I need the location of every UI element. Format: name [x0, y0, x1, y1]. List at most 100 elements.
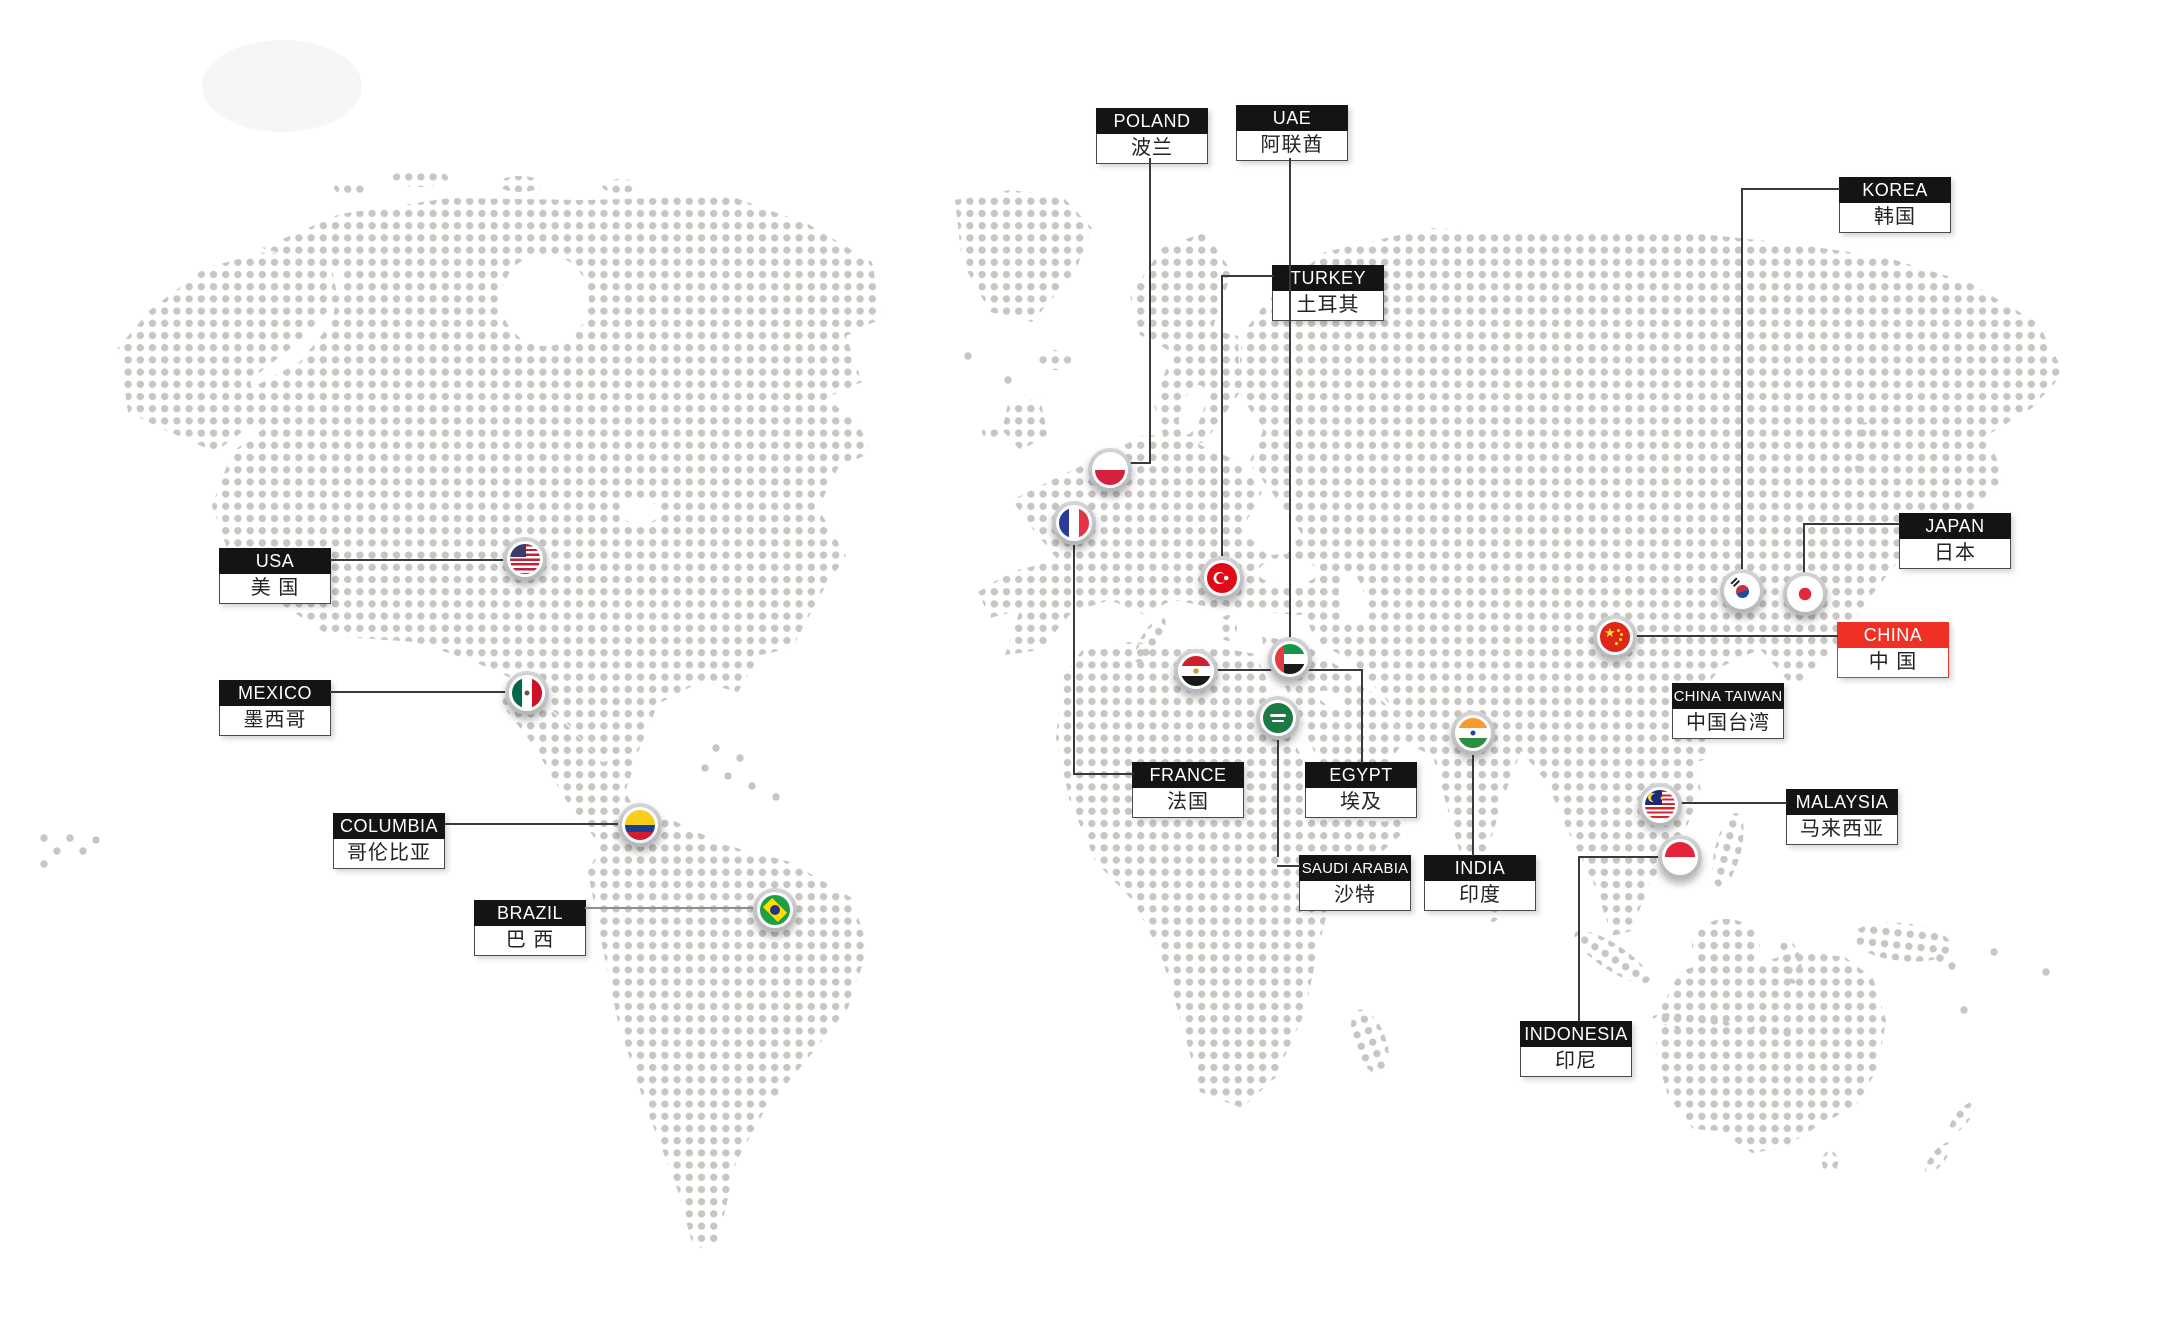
pin-uae[interactable]: [1268, 637, 1312, 681]
label-saudi-arabia[interactable]: SAUDI ARABIA 沙特: [1299, 855, 1411, 911]
pin-columbia[interactable]: [618, 803, 662, 847]
label-poland-cn: 波兰: [1096, 134, 1208, 164]
connector-india: [1472, 753, 1474, 856]
label-indonesia[interactable]: INDONESIA 印尼: [1520, 1021, 1632, 1077]
pin-china[interactable]: [1593, 615, 1637, 659]
label-columbia-cn: 哥伦比亚: [333, 839, 445, 869]
connector-turkey-v: [1221, 275, 1223, 558]
connector-poland-v: [1149, 158, 1151, 463]
connector-france-v: [1073, 543, 1075, 775]
indonesia-flag-icon: [1662, 839, 1698, 875]
pin-mexico[interactable]: [505, 671, 549, 715]
connector-egypt-v: [1361, 669, 1363, 763]
label-mexico-cn: 墨西哥: [219, 706, 331, 736]
label-egypt[interactable]: EGYPT 埃及: [1305, 762, 1417, 818]
connector-china: [1635, 635, 1838, 637]
label-korea[interactable]: KOREA 韩国: [1839, 177, 1951, 233]
uae-flag-icon: [1272, 641, 1308, 677]
connector-brazil: [585, 907, 753, 909]
pin-korea[interactable]: [1720, 569, 1764, 613]
label-malaysia-en: MALAYSIA: [1786, 789, 1898, 815]
pin-malaysia[interactable]: [1638, 783, 1682, 827]
egypt-flag-icon: [1178, 653, 1214, 689]
india-flag-icon: [1455, 715, 1491, 751]
pin-egypt[interactable]: [1174, 649, 1218, 693]
connector-turkey-h: [1222, 275, 1274, 277]
faint-smudge: [202, 40, 362, 132]
label-egypt-cn: 埃及: [1305, 788, 1417, 818]
korea-flag-icon: [1724, 573, 1760, 609]
pin-japan[interactable]: [1783, 572, 1827, 616]
connector-malaysia: [1680, 802, 1787, 804]
connector-columbia: [445, 823, 618, 825]
label-japan-cn: 日本: [1899, 539, 2011, 569]
turkey-flag-icon: [1204, 560, 1240, 596]
connector-indonesia-v: [1578, 856, 1580, 1022]
label-japan-en: JAPAN: [1899, 513, 2011, 539]
label-france-en: FRANCE: [1132, 762, 1244, 788]
pin-france[interactable]: [1052, 501, 1096, 545]
france-flag-icon: [1056, 505, 1092, 541]
pin-poland[interactable]: [1088, 448, 1132, 492]
label-columbia-en: COLUMBIA: [333, 813, 445, 839]
label-uae-cn: 阿联酋: [1236, 131, 1348, 161]
label-china-taiwan-en: CHINA TAIWAN: [1672, 683, 1784, 709]
connector-japan-v: [1803, 523, 1805, 573]
usa-flag-icon: [507, 541, 543, 577]
mexico-flag-icon: [509, 675, 545, 711]
label-china-taiwan-cn: 中国台湾: [1672, 709, 1784, 739]
label-mexico-en: MEXICO: [219, 680, 331, 706]
label-india-cn: 印度: [1424, 881, 1536, 911]
pin-indonesia[interactable]: [1658, 835, 1702, 879]
connector-korea-h: [1742, 188, 1840, 190]
label-usa[interactable]: USA 美 国: [219, 548, 331, 604]
label-malaysia-cn: 马来西亚: [1786, 815, 1898, 845]
connector-mexico: [330, 691, 505, 693]
pin-turkey[interactable]: [1200, 556, 1244, 600]
label-indonesia-cn: 印尼: [1520, 1047, 1632, 1077]
label-malaysia[interactable]: MALAYSIA 马来西亚: [1786, 789, 1898, 845]
connector-korea-v: [1741, 188, 1743, 570]
label-china[interactable]: CHINA 中 国: [1837, 622, 1949, 678]
connector-france-h: [1073, 773, 1134, 775]
connector-saudi-h: [1277, 865, 1300, 867]
label-uae[interactable]: UAE 阿联酋: [1236, 105, 1348, 161]
connector-poland-h: [1128, 462, 1151, 464]
connector-saudi-v: [1277, 738, 1279, 857]
connector-japan-h: [1803, 523, 1900, 525]
label-usa-cn: 美 国: [219, 574, 331, 604]
pin-brazil[interactable]: [753, 888, 797, 932]
label-china-en: CHINA: [1837, 622, 1949, 648]
label-columbia[interactable]: COLUMBIA 哥伦比亚: [333, 813, 445, 869]
label-india[interactable]: INDIA 印度: [1424, 855, 1536, 911]
label-korea-cn: 韩国: [1839, 203, 1951, 233]
label-india-en: INDIA: [1424, 855, 1536, 881]
label-france-cn: 法国: [1132, 788, 1244, 818]
pin-usa[interactable]: [503, 537, 547, 581]
label-japan[interactable]: JAPAN 日本: [1899, 513, 2011, 569]
poland-flag-icon: [1092, 452, 1128, 488]
pin-india[interactable]: [1451, 711, 1495, 755]
label-poland-en: POLAND: [1096, 108, 1208, 134]
label-brazil-en: BRAZIL: [474, 900, 586, 926]
label-mexico[interactable]: MEXICO 墨西哥: [219, 680, 331, 736]
pin-saudi-arabia[interactable]: [1256, 696, 1300, 740]
label-indonesia-en: INDONESIA: [1520, 1021, 1632, 1047]
label-poland[interactable]: POLAND 波兰: [1096, 108, 1208, 164]
connector-indonesia-h: [1578, 856, 1659, 858]
label-saudi-arabia-cn: 沙特: [1299, 881, 1411, 911]
label-china-cn: 中 国: [1837, 648, 1949, 678]
connector-uae: [1289, 158, 1291, 640]
label-brazil-cn: 巴 西: [474, 926, 586, 956]
label-france[interactable]: FRANCE 法国: [1132, 762, 1244, 818]
connector-usa: [330, 559, 505, 561]
china-flag-icon: [1597, 619, 1633, 655]
label-egypt-en: EGYPT: [1305, 762, 1417, 788]
label-usa-en: USA: [219, 548, 331, 574]
label-china-taiwan[interactable]: CHINA TAIWAN 中国台湾: [1672, 683, 1784, 739]
label-brazil[interactable]: BRAZIL 巴 西: [474, 900, 586, 956]
brazil-flag-icon: [757, 892, 793, 928]
label-korea-en: KOREA: [1839, 177, 1951, 203]
